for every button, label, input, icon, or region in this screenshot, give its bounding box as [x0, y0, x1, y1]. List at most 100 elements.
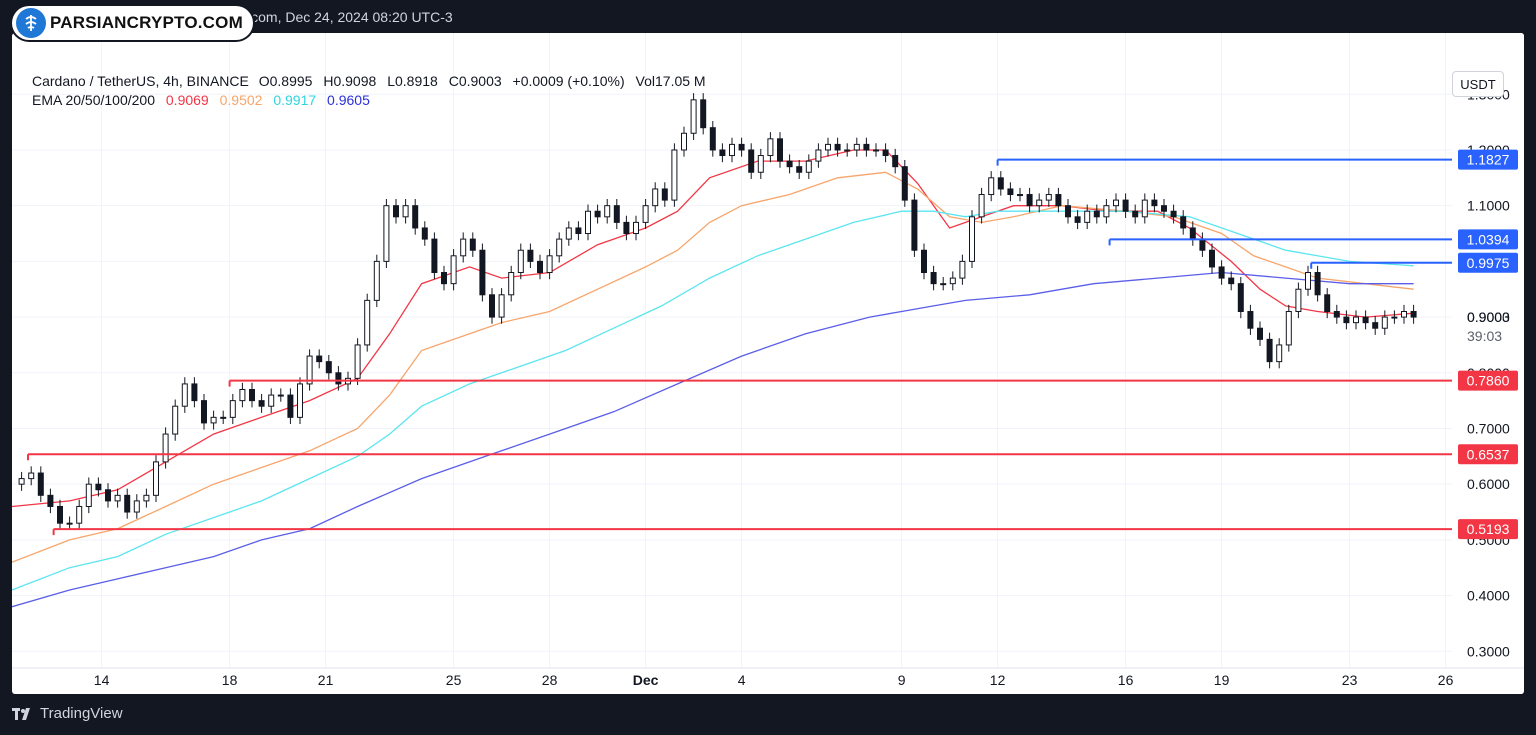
candle-body	[969, 216, 975, 262]
candle-body	[873, 149, 879, 152]
candle-body	[633, 221, 639, 235]
candle-body	[661, 188, 668, 201]
level-tag[interactable]	[1458, 229, 1518, 250]
level-tag[interactable]	[1458, 149, 1518, 170]
candle-body	[997, 177, 1004, 190]
candle-body	[911, 199, 918, 251]
candle-body	[143, 494, 150, 502]
candle-body	[623, 221, 630, 235]
candle-body	[1093, 210, 1100, 218]
candle-body	[162, 433, 169, 463]
candle-body	[681, 132, 687, 151]
candle-body	[1151, 199, 1158, 207]
candle-body	[18, 478, 25, 485]
candle-body	[767, 138, 774, 157]
candle-body	[469, 238, 476, 251]
candle-body	[700, 99, 707, 129]
low-label: L	[387, 73, 395, 89]
candle-body	[834, 143, 841, 151]
chart-panel[interactable]: 1.30001.20001.10001.00000.90000.80000.70…	[12, 33, 1524, 694]
candle-body	[316, 355, 323, 363]
candle-body	[460, 238, 467, 257]
candle-body	[901, 166, 908, 201]
candle-body	[613, 205, 620, 223]
brand-name[interactable]: TradingView	[40, 705, 123, 722]
candle-body	[1266, 338, 1273, 363]
tradingview-icon	[12, 707, 30, 720]
price-levels	[27, 158, 1452, 536]
candle-body	[709, 127, 716, 151]
level-tag[interactable]	[1458, 370, 1518, 391]
x-tick-label: 9	[898, 672, 906, 688]
candle-body	[1132, 210, 1139, 218]
ema-legend[interactable]: EMA 20/50/100/200 0.9069 0.9502 0.9917 0…	[32, 92, 377, 108]
watermark-text: PARSIANCRYPTO.COM	[50, 13, 243, 32]
candle-body	[863, 143, 870, 151]
candle-body	[748, 149, 755, 173]
x-tick-label: 21	[318, 672, 334, 688]
candle-body	[1122, 199, 1129, 212]
candle-body	[66, 522, 73, 525]
candle-body	[1199, 238, 1206, 251]
symbol-name[interactable]: Cardano / TetherUS, 4h, BINANCE	[32, 73, 249, 89]
high-value: 0.9098	[333, 73, 377, 89]
price-chart[interactable]: 1.30001.20001.10001.00000.90000.80000.70…	[12, 33, 1524, 694]
candle-body	[383, 205, 390, 262]
x-tick-label: Dec	[633, 672, 659, 688]
candle-body	[805, 160, 812, 173]
vol-label: Vol	[635, 73, 655, 89]
candle-body	[1161, 205, 1167, 212]
candle-body	[1180, 216, 1187, 229]
candle-body	[738, 143, 745, 151]
level-tag-label: 0.5193	[1467, 521, 1510, 537]
candle-body	[479, 249, 486, 296]
time-axis[interactable]: 14 18 21 25 28 Dec 4 9 12 16 19 23 26	[12, 667, 1524, 688]
level-tag-label: 1.0394	[1467, 231, 1510, 247]
candle-body	[1381, 316, 1388, 329]
candle-body	[988, 177, 995, 196]
candle-body	[1170, 210, 1177, 218]
x-tick-label: 26	[1438, 672, 1454, 688]
candle-body	[114, 494, 121, 502]
level-tag[interactable]	[1458, 252, 1518, 273]
candle-body	[124, 494, 131, 513]
level-tag-label: 1.1827	[1467, 152, 1510, 168]
candle-body	[354, 344, 361, 379]
candle-body	[1084, 210, 1091, 223]
candle-body	[690, 99, 697, 134]
candle-body	[95, 483, 102, 491]
currency-button[interactable]: USDT	[1452, 71, 1504, 97]
candle-body	[431, 238, 438, 274]
candle-body	[949, 277, 956, 285]
candle-body	[892, 155, 899, 168]
level-tag[interactable]	[1458, 519, 1518, 540]
candle-body	[1295, 288, 1302, 313]
candle-body	[335, 372, 342, 385]
candle-body	[181, 383, 188, 407]
candle-body	[1285, 311, 1292, 346]
candle-body	[421, 227, 428, 240]
candle-body	[1017, 194, 1023, 197]
level-tag[interactable]	[1458, 444, 1518, 465]
candle-body	[671, 149, 678, 201]
candle-body	[575, 227, 582, 235]
candle-body	[556, 238, 563, 257]
candle-body	[249, 388, 255, 402]
candle-body	[1410, 311, 1417, 318]
candle-body	[268, 394, 275, 407]
low-value: 0.8918	[394, 73, 438, 89]
candle-body	[978, 194, 985, 218]
candle-body	[220, 416, 227, 419]
price-candles	[18, 93, 1417, 530]
last-price-label: 0.9003	[1467, 309, 1510, 325]
x-tick-label: 23	[1342, 672, 1358, 688]
level-tag-label: 0.9975	[1467, 255, 1510, 271]
ema-line-20	[12, 149, 1414, 508]
price-axis[interactable]: 1.30001.20001.10001.00000.90000.80000.70…	[1452, 33, 1524, 694]
candle-body	[604, 205, 611, 218]
candle-body	[1305, 272, 1311, 290]
candle-body	[1276, 344, 1283, 363]
coin-icon	[16, 8, 46, 38]
level-tag-label: 0.6537	[1467, 446, 1510, 462]
snapshot-info: view.com, Dec 24, 2024 08:20 UTC-3	[220, 9, 453, 25]
